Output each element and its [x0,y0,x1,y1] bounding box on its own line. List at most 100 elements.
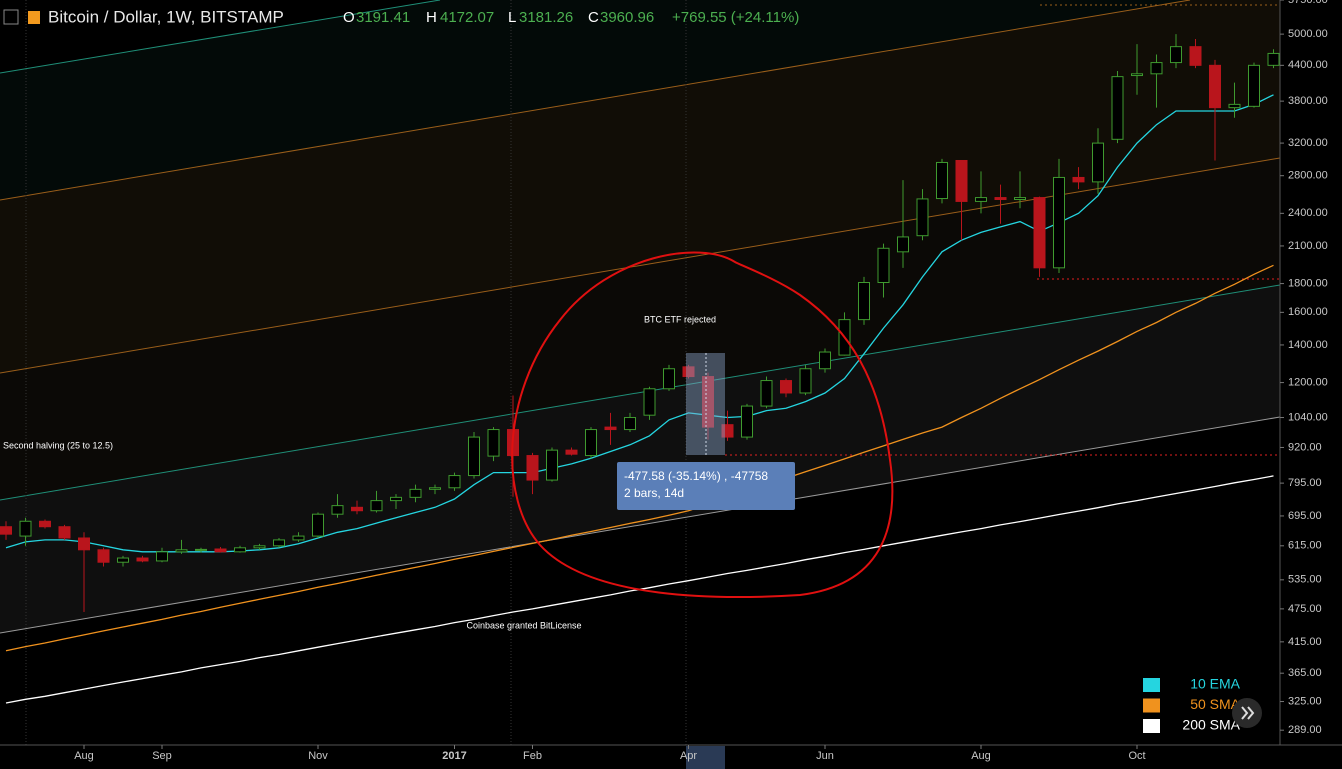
candle-body [916,198,929,237]
y-tick-label: 5000.00 [1288,28,1328,40]
candle-body [1131,73,1143,77]
ohlc-value: 3181.26 [519,9,573,26]
candle-body [1033,197,1046,269]
y-tick-label: 325.00 [1288,695,1322,707]
channel-fill [0,0,1280,373]
indicator-line [5,264,1274,652]
candle-body [643,388,656,416]
candle-body [1092,142,1104,183]
candle-body [702,376,714,428]
candle-body [351,506,363,512]
legend-label: 200 SMA [1182,717,1240,733]
candle-body [721,424,734,438]
ohlc-value: 3960.96 [600,9,654,26]
candle-body [58,526,71,539]
candle-body [604,426,617,431]
x-tick-label: 2017 [442,750,466,762]
measure-box [686,353,725,455]
candle-body [39,520,51,528]
candle-body [1111,76,1124,140]
candle-body [1189,46,1202,66]
candle-body [546,449,558,481]
candle-body [97,549,110,563]
candle-body [526,455,539,481]
candle-body [682,366,695,378]
ohlc-label: L [508,9,516,26]
header-icon[interactable] [3,9,19,25]
x-tick-label: Sep [152,750,172,762]
candle-body [117,557,129,563]
y-tick-label: 695.00 [1288,510,1322,522]
channel-line [0,0,1191,201]
candle-body [370,500,383,512]
measure-text: 2 bars, 14d [624,486,684,500]
y-axis-bg [1280,0,1342,769]
candle-body [975,197,987,202]
x-tick-label: Aug [971,750,991,762]
candle-body [624,417,636,431]
ohlc-change: +769.55 (+24.11%) [672,9,799,26]
y-tick-label: 475.00 [1288,603,1322,615]
y-tick-label: 1600.00 [1288,306,1328,318]
candle-body [448,475,461,489]
channel-line [0,284,1281,501]
legend-swatch [1143,719,1160,733]
y-tick-label: 3200.00 [1288,137,1328,149]
candle-body [955,159,968,202]
channel-line [0,0,441,74]
channel-fill [0,285,1280,633]
y-tick-label: 1800.00 [1288,277,1328,289]
ohlc-value: 3191.41 [356,9,410,26]
candle-body [1267,52,1280,66]
measure-tooltip [617,462,795,510]
candle-body [1228,103,1241,109]
y-tick-label: 289.00 [1288,724,1322,736]
candle-body [780,380,792,394]
candle-body [565,449,578,455]
y-tick-label: 415.00 [1288,636,1322,648]
candle-body [429,487,441,490]
candle-body [1072,176,1085,183]
candle-body [897,236,909,253]
legend-label: 10 EMA [1190,676,1240,692]
y-tick-label: 535.00 [1288,574,1322,586]
y-tick-label: 1040.00 [1288,411,1328,423]
y-tick-label: 920.00 [1288,441,1322,453]
candle-body [994,197,1007,200]
channel-line [0,157,1281,374]
candle-body [331,505,344,515]
candle-body [741,405,753,438]
x-tick-label: Feb [523,750,542,762]
ohlc-label: C [588,9,599,26]
y-tick-label: 615.00 [1288,540,1322,552]
y-tick-label: 5750.00 [1288,0,1328,6]
scroll-icon [1241,706,1255,720]
candle-body [78,537,90,551]
candle-body [877,247,890,283]
candle-body [799,368,812,394]
y-tick-label: 365.00 [1288,667,1322,679]
chart-title[interactable]: Bitcoin / Dollar, 1W, BITSTAMP [48,7,284,26]
symbol-icon [28,11,40,24]
candle-body [234,547,246,553]
legend-swatch [1143,678,1160,692]
channel-fill [0,158,1280,500]
candle-body [663,368,675,390]
candle-body [136,557,149,562]
x-tick-label: Aug [74,750,94,762]
candle-body [214,548,227,553]
candle-body [253,545,266,549]
y-tick-label: 2100.00 [1288,240,1328,252]
highlight-circle [511,251,894,599]
y-tick-label: 795.00 [1288,477,1322,489]
annotation: Second halving (25 to 12.5) [3,440,113,450]
y-tick-label: 1400.00 [1288,339,1328,351]
candle-body [1248,64,1260,107]
candle-body [0,526,12,535]
ohlc-label: H [426,9,437,26]
y-tick-label: 3800.00 [1288,95,1328,107]
legend: 10 EMA 50 SMA 200 SMA [1143,676,1241,733]
candle-body [312,513,324,537]
x-tick-label: Jun [816,750,834,762]
